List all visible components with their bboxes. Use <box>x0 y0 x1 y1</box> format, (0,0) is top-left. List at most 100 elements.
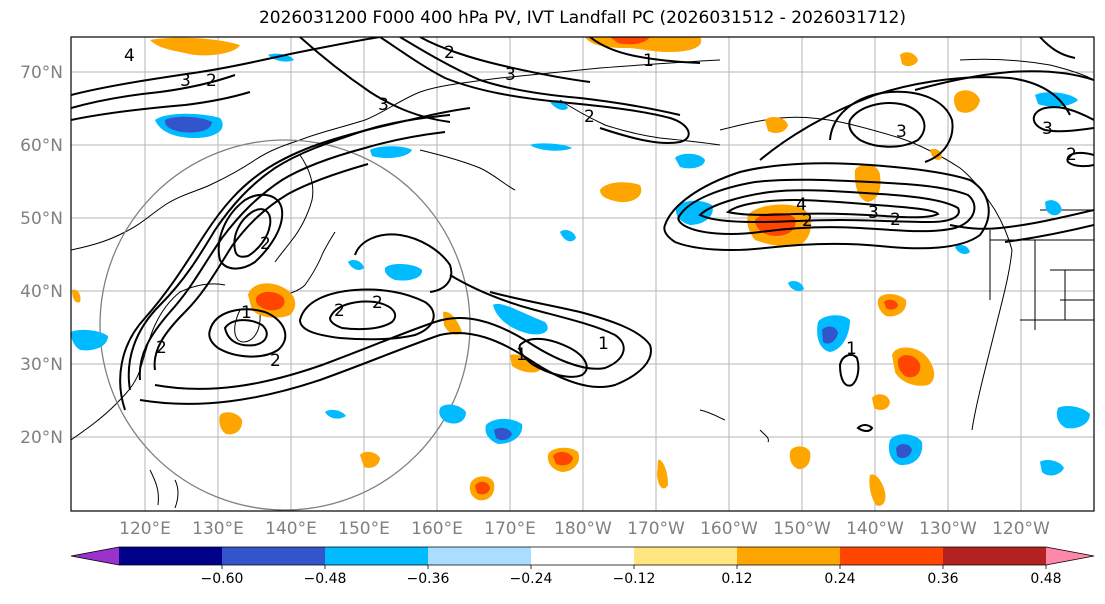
contour-label: 4 <box>796 195 807 215</box>
fill-patch-negative <box>439 404 466 424</box>
fill-patch-negative <box>1045 200 1062 216</box>
colorbar-tick-label: −0.60 <box>201 571 244 587</box>
contour-label: 2 <box>372 293 383 313</box>
lon-label: 180°W <box>554 519 612 539</box>
lon-label: 160°E <box>411 519 463 539</box>
contour-label: 1 <box>598 334 609 354</box>
colorbar-segment <box>428 547 532 565</box>
colorbar: −0.60 −0.48 −0.36 −0.24 −0.12 0.12 0.24 0.36 0.4… <box>70 546 1095 587</box>
contour-label: 3 <box>896 122 907 142</box>
colorbar-tick-label: −0.12 <box>613 571 656 587</box>
fill-patch-negative <box>530 143 572 151</box>
colorbar-segment <box>634 547 738 565</box>
longitude-labels: 120°E 130°E 140°E 150°E 160°E 170°E 180°… <box>119 519 1050 539</box>
lon-label: 130°E <box>192 519 244 539</box>
lon-label: 120°W <box>992 519 1050 539</box>
contour-label: 2 <box>206 71 217 91</box>
fill-patch-positive <box>789 446 811 470</box>
fill-patch-negative <box>1056 406 1090 429</box>
fill-patch-positive <box>755 212 796 236</box>
lat-label: 40°N <box>20 282 63 302</box>
contour-label: 1 <box>643 51 654 71</box>
colorbar-tick-label: −0.48 <box>304 571 347 587</box>
fill-patch-negative <box>370 146 412 158</box>
radius-circle <box>99 139 471 511</box>
contour-label: 1 <box>846 339 857 359</box>
colorbar-tick-label: 0.12 <box>721 571 752 587</box>
colorbar-tick-label: −0.24 <box>510 571 553 587</box>
colorbar-segment <box>943 547 1047 565</box>
lat-label: 50°N <box>20 209 63 229</box>
colorbar-extension-low <box>71 547 119 565</box>
fill-patch-negative <box>822 326 838 344</box>
fill-patch-positive <box>219 412 243 435</box>
fill-patch-positive <box>765 117 788 133</box>
lat-label: 60°N <box>20 136 63 156</box>
contour-label: 2 <box>260 234 271 254</box>
contour-label: 2 <box>444 43 455 63</box>
colorbar-segment <box>840 547 944 565</box>
contour-label: 2 <box>584 107 595 127</box>
fill-patch-positive <box>930 148 942 160</box>
fill-patch-negative <box>71 329 108 351</box>
contour-label: 3 <box>505 65 516 85</box>
lon-label: 170°E <box>484 519 536 539</box>
colorbar-tick-label: 0.48 <box>1030 571 1061 587</box>
fill-patch-negative <box>675 200 713 225</box>
contour-label: 3 <box>868 203 879 223</box>
lon-label: 150°E <box>338 519 390 539</box>
fill-patch-positive <box>585 37 702 52</box>
fill-patch-negative <box>325 409 346 419</box>
lon-label: 140°E <box>265 519 317 539</box>
fill-patch-positive <box>657 459 668 489</box>
gridlines <box>71 37 1094 511</box>
fill-patch-positive <box>897 355 921 378</box>
colorbar-segment <box>222 547 326 565</box>
fill-patch-negative <box>1035 92 1078 107</box>
fill-patch-positive <box>884 299 898 310</box>
lon-label: 140°W <box>846 519 904 539</box>
fill-patch-positive <box>510 354 540 373</box>
fill-patch-negative <box>560 230 576 242</box>
contour-label: 2 <box>270 351 281 371</box>
contour-label: 2 <box>156 338 167 358</box>
fill-patch-positive <box>360 451 380 468</box>
contour-label: 2 <box>890 210 901 230</box>
fill-patch-negative <box>348 260 364 270</box>
colorbar-segment <box>737 547 841 565</box>
fill-patch-positive <box>553 452 573 466</box>
fill-patch-positive <box>475 481 490 495</box>
fill-patch-negative <box>164 116 212 133</box>
colorbar-tick-label: 0.24 <box>824 571 855 587</box>
fill-patch-positive <box>443 311 462 335</box>
map-title: 2026031200 F000 400 hPa PV, IVT Landfall… <box>258 8 906 28</box>
contour-label: 2 <box>802 211 813 231</box>
lon-label: 130°W <box>919 519 977 539</box>
fill-patch-positive <box>872 394 890 410</box>
colorbar-tick-label: −0.36 <box>407 571 450 587</box>
fill-patch-positive <box>900 52 918 67</box>
lat-label: 30°N <box>20 355 63 375</box>
contour-label: 3 <box>1042 119 1053 139</box>
fill-patch-positive <box>600 182 642 203</box>
latitude-labels: 70°N 60°N 50°N 40°N 30°N 20°N <box>20 63 63 448</box>
fill-patch-negative <box>896 444 912 458</box>
lat-label: 70°N <box>20 63 63 83</box>
contour-label: 1 <box>516 345 527 365</box>
contour-label: 4 <box>124 46 135 66</box>
lon-label: 120°E <box>119 519 171 539</box>
contour-label: 3 <box>378 95 389 115</box>
fill-patch-positive <box>869 474 886 506</box>
fill-patch-negative <box>955 244 970 255</box>
colorbar-tick-label: 0.36 <box>927 571 958 587</box>
fill-patch-positive <box>610 37 650 45</box>
fill-patch-positive <box>255 291 285 311</box>
fill-patch-negative <box>788 281 804 291</box>
lon-label: 160°W <box>700 519 758 539</box>
fill-patch-negative <box>494 427 512 441</box>
anomaly-fills <box>71 37 1090 506</box>
fill-patch-positive <box>72 289 81 303</box>
contour-label: 2 <box>1066 145 1077 165</box>
contour-label: 1 <box>241 303 252 323</box>
contour-label: 2 <box>334 301 345 321</box>
